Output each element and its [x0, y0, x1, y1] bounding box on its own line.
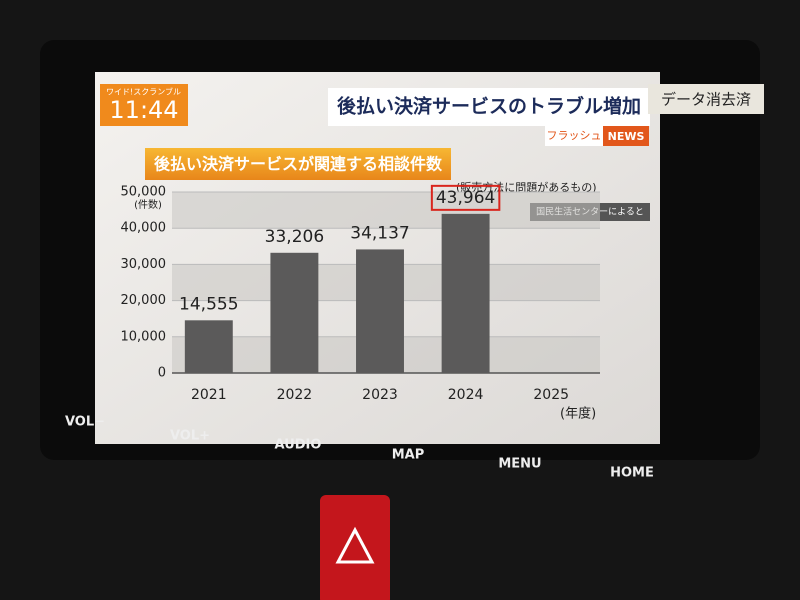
- news-label: NEWS: [608, 130, 645, 143]
- hardware-button[interactable]: VOL−: [65, 415, 105, 430]
- bar: [356, 249, 404, 373]
- y-tick-label: 30,000: [121, 257, 167, 272]
- clock: 11:44: [109, 96, 178, 124]
- sticker-text: データ消去済: [661, 91, 751, 109]
- corner-label: フラッシュ: [547, 129, 602, 142]
- y-tick-label: 0: [158, 366, 166, 381]
- y-tick-label: 20,000: [121, 293, 167, 308]
- chart-subtitle: (販売方法に問題があるもの): [456, 180, 597, 194]
- x-tick-label: 2023: [362, 387, 398, 403]
- x-tick-label: 2021: [191, 387, 227, 403]
- value-label: 43,964: [436, 188, 495, 208]
- x-tick-label: 2022: [277, 387, 313, 403]
- chart-title: 後払い決済サービスが関連する相談件数: [154, 155, 443, 174]
- headline-banner: [328, 88, 650, 126]
- time-box: [100, 84, 188, 126]
- corner-tab: [545, 126, 603, 146]
- headline: 後払い決済サービスのトラブル増加: [337, 95, 641, 118]
- bar: [270, 252, 319, 373]
- hardware-button[interactable]: MAP: [392, 448, 425, 463]
- bar: [441, 213, 490, 373]
- hazard-icon: [335, 526, 375, 564]
- chart-title-box: [145, 148, 451, 180]
- value-label: 34,137: [350, 223, 409, 243]
- hardware-button[interactable]: VOL+: [170, 429, 210, 444]
- grid-band: [172, 192, 600, 229]
- program-name: ワイド!スクランブル: [106, 87, 181, 97]
- x-tick-label: 2025: [533, 387, 569, 403]
- hardware-button[interactable]: HOME: [610, 466, 654, 481]
- hardware-button[interactable]: MENU: [498, 457, 541, 472]
- value-label: 14,555: [179, 294, 238, 314]
- sticker: [648, 84, 764, 114]
- x-axis-label: (年度): [560, 406, 596, 422]
- y-tick-label: 50,000: [121, 185, 167, 200]
- news-tab: [603, 126, 649, 146]
- y-axis-label: (件数): [134, 198, 162, 211]
- hardware-button[interactable]: AUDIO: [275, 438, 322, 453]
- x-tick-label: 2024: [448, 387, 484, 403]
- bar: [184, 320, 233, 373]
- value-label: 33,206: [265, 227, 324, 247]
- highlight-box: [430, 184, 501, 211]
- hazard-button[interactable]: [320, 495, 390, 600]
- y-tick-label: 40,000: [121, 221, 167, 236]
- y-tick-label: 10,000: [121, 329, 167, 344]
